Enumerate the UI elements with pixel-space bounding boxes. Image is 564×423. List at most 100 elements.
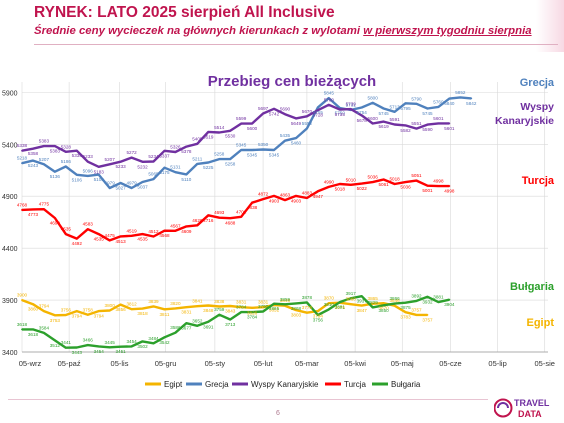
data-point <box>185 173 188 176</box>
data-label: 3784 <box>247 315 258 320</box>
data-point <box>404 124 407 127</box>
data-label: 5383 <box>50 149 61 154</box>
data-label: 5338 <box>72 153 83 158</box>
data-point <box>97 233 100 236</box>
data-point <box>327 302 330 305</box>
data-point <box>185 306 188 309</box>
data-label: 5530 <box>225 133 236 138</box>
data-label: 3937 <box>357 299 368 304</box>
data-label: 3758 <box>83 307 94 312</box>
data-label: 5051 <box>411 173 422 178</box>
data-label: 3811 <box>160 312 170 317</box>
data-point <box>371 122 374 125</box>
data-label: 5460 <box>291 141 302 146</box>
logo-text-top: TRAVEL <box>514 398 550 408</box>
data-label: 5358 <box>28 151 39 156</box>
data-label: 3932 <box>422 299 433 304</box>
data-point <box>53 314 56 317</box>
chart-title: Przebieg cen bieżących <box>208 73 376 90</box>
traveldata-logo: TRAVEL DATA <box>494 398 550 419</box>
data-point <box>251 149 254 151</box>
data-point <box>338 183 341 185</box>
x-tick-label: 05-lis <box>111 359 129 368</box>
data-point <box>43 310 45 312</box>
data-label: 3865 <box>368 296 379 301</box>
right-label: Bułgaria <box>510 281 555 293</box>
data-point <box>207 214 210 217</box>
data-point <box>119 160 122 163</box>
data-label: 3677 <box>181 326 192 331</box>
data-point <box>108 239 111 242</box>
data-point <box>316 190 319 193</box>
data-label: 3652 <box>192 318 203 323</box>
data-label: 4702 <box>236 209 247 214</box>
data-point <box>470 97 473 100</box>
data-point <box>152 342 155 345</box>
data-point <box>295 117 297 120</box>
data-point <box>295 309 297 312</box>
data-label: 4492 <box>72 241 83 246</box>
data-point <box>327 308 330 311</box>
data-label: 5018 <box>335 186 346 191</box>
y-tick-label: 5900 <box>2 90 18 97</box>
data-label: 5383 <box>39 139 50 144</box>
x-axis: 05-wrz 05-paź 05-lis 05-gru 05-sty 05-lut 05-m… <box>19 351 555 368</box>
page-number: 6 <box>276 410 280 417</box>
data-label: 3860 <box>28 307 39 312</box>
data-point <box>174 171 177 174</box>
data-label: 3454 <box>94 349 105 354</box>
data-label: 3756 <box>61 308 72 313</box>
data-point <box>108 309 111 312</box>
data-label: 5780 <box>324 97 335 102</box>
data-point <box>152 235 155 238</box>
data-point <box>371 302 374 305</box>
data-label: 5601 <box>444 126 455 131</box>
data-point <box>163 308 166 311</box>
data-label: 3466 <box>83 338 94 343</box>
data-point <box>437 185 440 187</box>
data-label: 4690 <box>50 221 61 226</box>
data-point <box>141 307 144 310</box>
data-label: 3878 <box>302 295 313 300</box>
data-label: 3618 <box>17 322 28 327</box>
data-point <box>349 297 352 300</box>
right-label: Grecja <box>520 77 555 89</box>
data-point <box>119 303 122 306</box>
data-point <box>251 311 254 314</box>
data-label: 4768 <box>17 202 28 207</box>
data-label: 3756 <box>313 318 324 323</box>
data-point <box>207 304 210 307</box>
subtitle-underlined: w pierwszym tygodniu sierpnia <box>363 25 532 37</box>
data-label: 3759 <box>214 307 225 312</box>
data-point <box>32 159 34 162</box>
data-point <box>174 229 177 232</box>
data-label: 5243 <box>28 163 39 168</box>
data-label: 3454 <box>126 339 137 344</box>
data-point <box>130 234 133 237</box>
data-point <box>393 183 396 185</box>
data-point <box>382 120 385 123</box>
data-point <box>130 156 133 159</box>
data-label: 3881 <box>335 305 346 310</box>
data-label: 5795 <box>400 106 411 111</box>
data-label: 3841 <box>192 299 203 304</box>
data-label: 4863 <box>280 193 291 198</box>
data-label: 5601 <box>433 116 444 121</box>
data-point <box>284 303 286 306</box>
data-label: 5175 <box>159 170 170 175</box>
data-label: 5328 <box>61 144 72 149</box>
data-label: 5018 <box>389 176 400 181</box>
data-label: 5739 <box>346 102 357 107</box>
data-point <box>108 346 111 349</box>
data-label: 5745 <box>379 111 390 116</box>
data-point <box>273 195 275 197</box>
data-point <box>393 110 396 113</box>
data-label: 3818 <box>137 311 148 316</box>
data-point <box>371 101 374 104</box>
data-label: 3856 <box>116 307 127 312</box>
data-label: 3892 <box>411 293 422 298</box>
data-point <box>448 185 451 187</box>
data-label: 3800 <box>105 303 116 308</box>
data-label: 4513 <box>116 239 127 244</box>
data-label: 5037 <box>137 185 148 190</box>
